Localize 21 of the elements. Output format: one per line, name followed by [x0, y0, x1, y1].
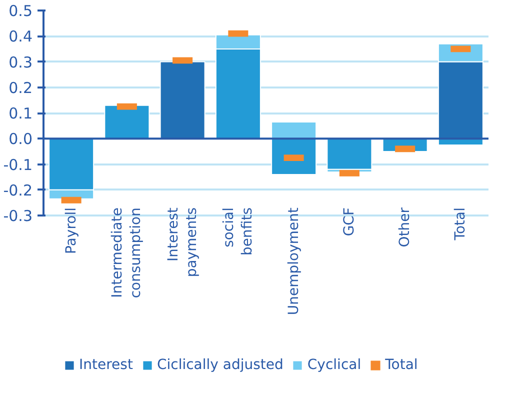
x-tick-label: Interest payments	[165, 206, 200, 278]
y-tick-label: 0.5	[8, 2, 33, 20]
legend-label: Total	[385, 357, 418, 373]
x-tick-label: Other	[397, 207, 414, 248]
x-tick-label: social benfits	[220, 207, 256, 256]
x-tick-label: Payroll	[63, 207, 80, 254]
legend-label: Ciclically adjusted	[156, 357, 284, 373]
x-tick-label: Unemployment	[286, 206, 302, 316]
y-tick-label: 0.3	[8, 53, 33, 72]
y-tick-label: 0.4	[8, 28, 33, 46]
x-tick-label: Total	[452, 207, 469, 242]
legend-label: Cyclical	[307, 357, 362, 373]
x-tick-label: GCF	[341, 207, 358, 236]
y-tick-label: 0.0	[8, 130, 33, 148]
y-tick-label: -0.2	[3, 181, 33, 200]
y-tick-label: -0.1	[3, 156, 33, 174]
y-tick-label: 0.2	[8, 78, 33, 97]
x-tick-label: Intermediate consumption	[110, 207, 144, 298]
y-tick-label: 0.1	[8, 104, 33, 122]
legend-label: Interest	[79, 357, 133, 373]
y-tick-label: -0.3	[3, 207, 33, 225]
